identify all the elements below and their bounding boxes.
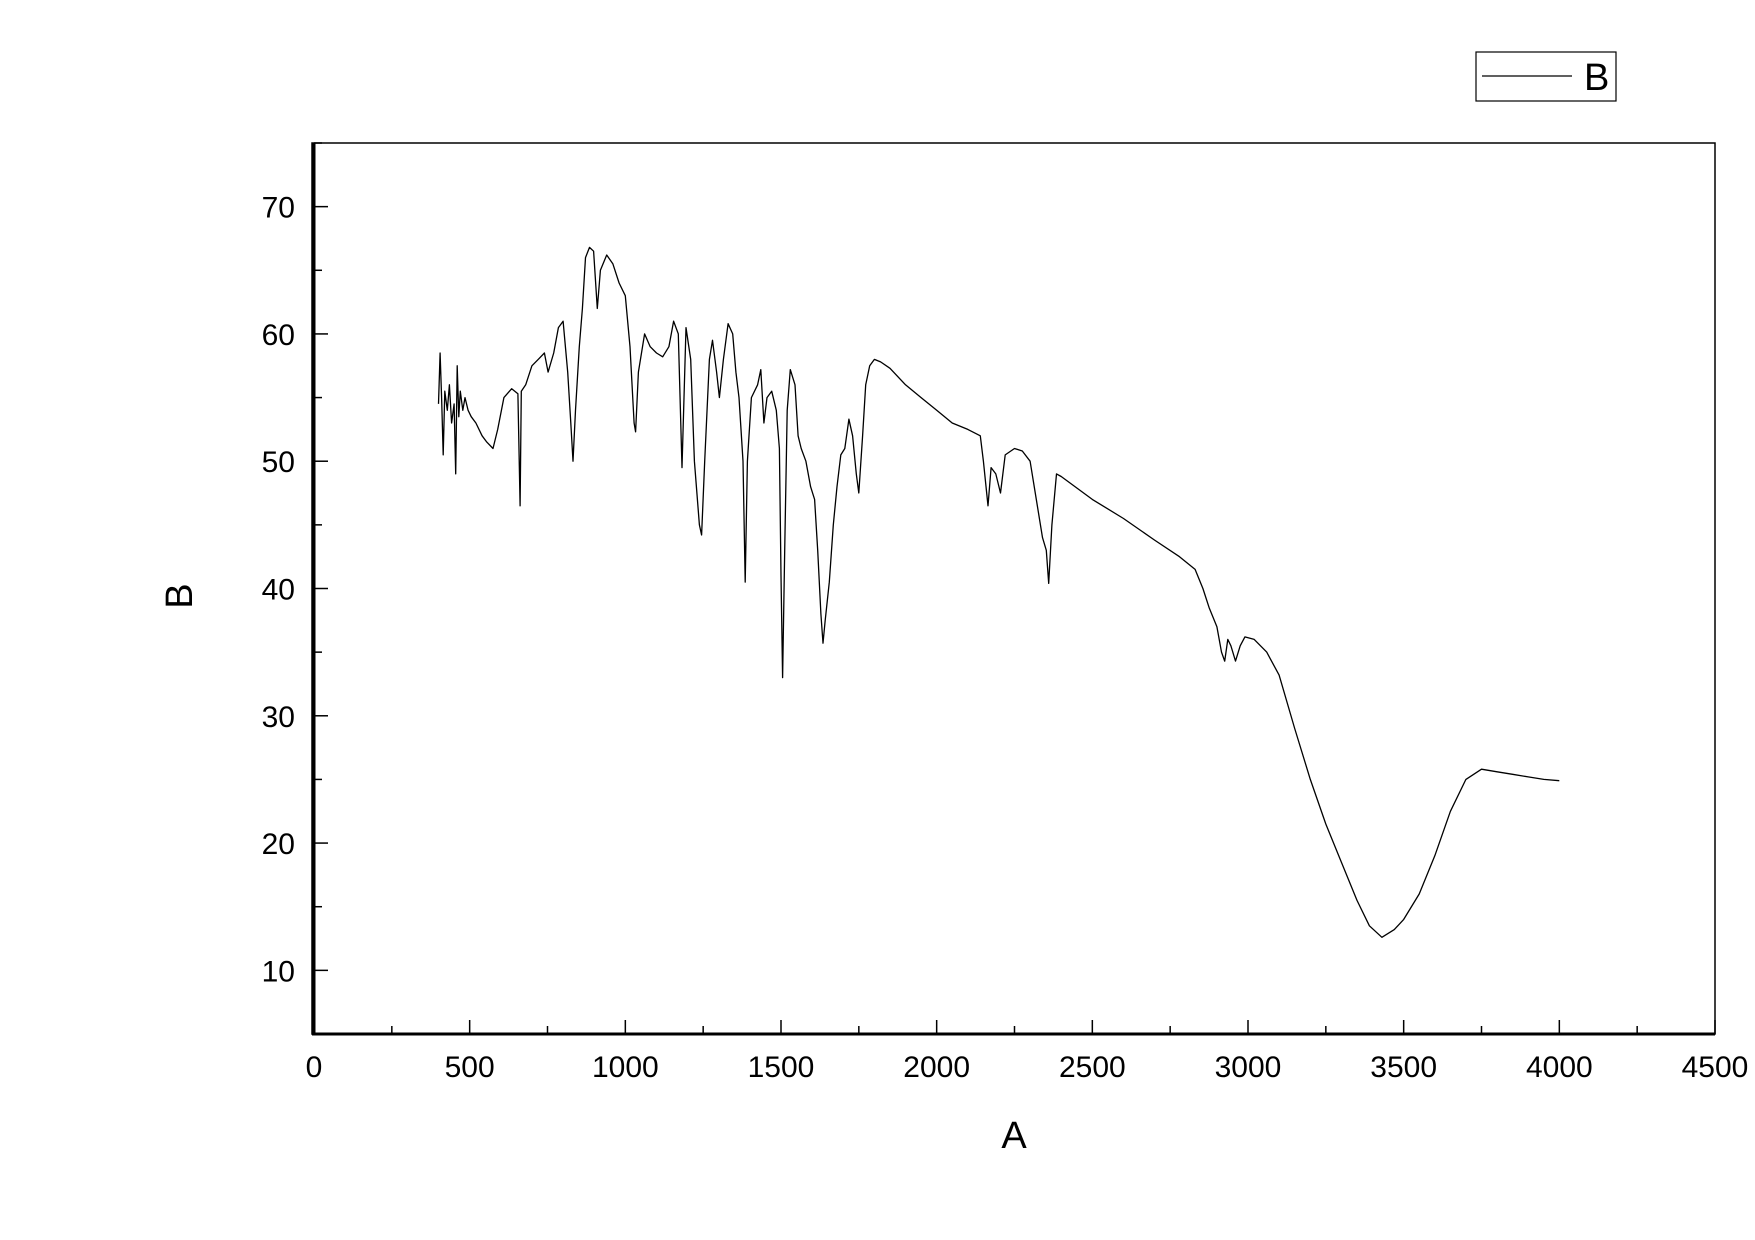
x-tick-label: 4000 <box>1526 1051 1593 1084</box>
y-tick-label: 70 <box>262 192 295 225</box>
x-tick-label: 500 <box>445 1051 495 1084</box>
x-axis-title: A <box>1001 1115 1027 1157</box>
x-axis-ticks <box>313 1020 1716 1034</box>
y-tick-label: 30 <box>262 701 295 734</box>
x-tick-label: 2500 <box>1059 1051 1126 1084</box>
series-line-B <box>437 246 1560 938</box>
plot-frame <box>311 142 1716 1035</box>
x-tick-label: 3000 <box>1215 1051 1282 1084</box>
legend: B <box>1475 51 1617 102</box>
y-axis-tick-labels: 10 20 30 40 50 60 70 <box>262 192 295 989</box>
y-tick-label: 50 <box>262 446 295 479</box>
y-tick-label: 20 <box>262 828 295 861</box>
x-axis-tick-labels: 0 500 1000 1500 2000 2500 3000 3500 4000 4500 <box>306 1051 1749 1084</box>
x-tick-label: 1500 <box>748 1051 815 1084</box>
x-tick-label: 3500 <box>1370 1051 1437 1084</box>
legend-label: B <box>1584 57 1609 99</box>
y-axis-title: B <box>159 583 201 608</box>
x-tick-label: 1000 <box>592 1051 659 1084</box>
y-tick-label: 10 <box>262 955 295 988</box>
x-tick-label: 2000 <box>903 1051 970 1084</box>
x-tick-label: 0 <box>306 1051 323 1084</box>
x-tick-label: 4500 <box>1682 1051 1749 1084</box>
y-axis-ticks <box>314 142 328 1035</box>
series-layer <box>437 246 1560 938</box>
y-tick-label: 60 <box>262 319 295 352</box>
y-tick-label: 40 <box>262 574 295 607</box>
